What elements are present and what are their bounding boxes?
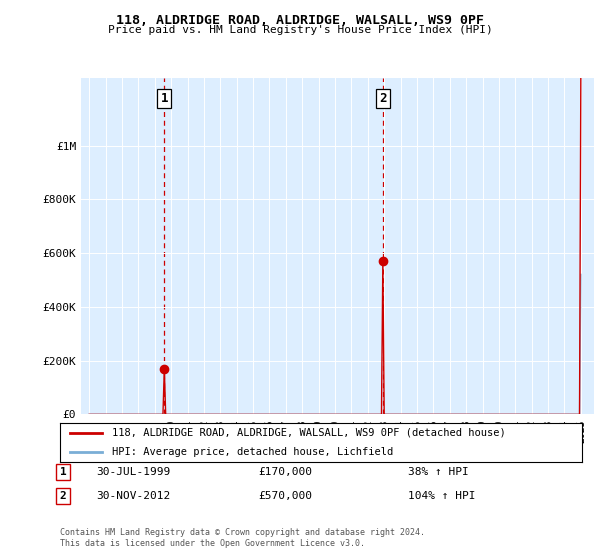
Text: £170,000: £170,000	[258, 467, 312, 477]
Text: 2: 2	[379, 92, 386, 105]
Text: HPI: Average price, detached house, Lichfield: HPI: Average price, detached house, Lich…	[112, 447, 394, 457]
Text: 2: 2	[59, 491, 67, 501]
Text: 30-JUL-1999: 30-JUL-1999	[96, 467, 170, 477]
Text: 104% ↑ HPI: 104% ↑ HPI	[408, 491, 475, 501]
Text: 30-NOV-2012: 30-NOV-2012	[96, 491, 170, 501]
Text: £570,000: £570,000	[258, 491, 312, 501]
Text: 1: 1	[161, 92, 168, 105]
Text: Contains HM Land Registry data © Crown copyright and database right 2024.
This d: Contains HM Land Registry data © Crown c…	[60, 528, 425, 548]
Text: 118, ALDRIDGE ROAD, ALDRIDGE, WALSALL, WS9 0PF: 118, ALDRIDGE ROAD, ALDRIDGE, WALSALL, W…	[116, 14, 484, 27]
Text: 118, ALDRIDGE ROAD, ALDRIDGE, WALSALL, WS9 0PF (detached house): 118, ALDRIDGE ROAD, ALDRIDGE, WALSALL, W…	[112, 428, 506, 437]
Text: Price paid vs. HM Land Registry's House Price Index (HPI): Price paid vs. HM Land Registry's House …	[107, 25, 493, 35]
Text: 1: 1	[59, 467, 67, 477]
Text: 38% ↑ HPI: 38% ↑ HPI	[408, 467, 469, 477]
